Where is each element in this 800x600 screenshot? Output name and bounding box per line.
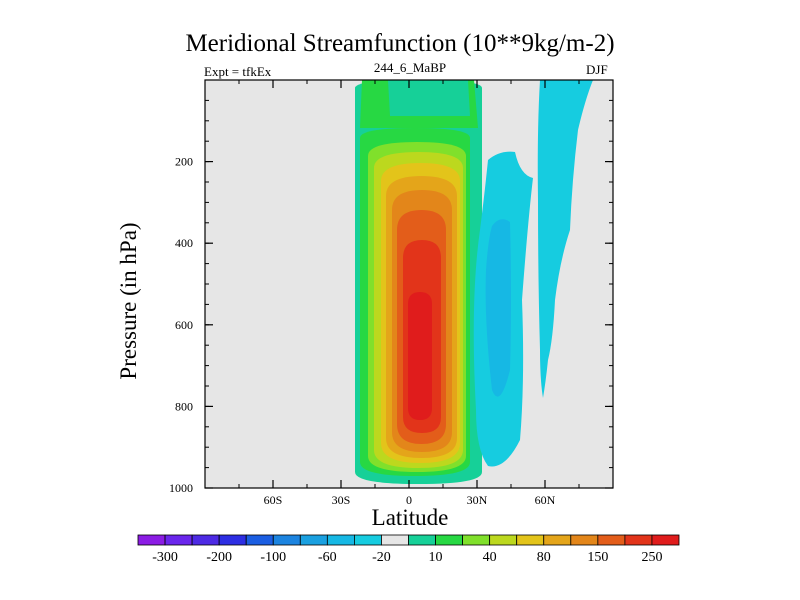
colorbar-swatch <box>272 534 301 546</box>
x-tick-label: 30S <box>332 493 351 507</box>
y-tick-label: 600 <box>175 318 193 332</box>
colorbar-swatch <box>299 534 328 546</box>
negative-contour-core-mid <box>485 219 511 397</box>
colorbar-swatch <box>137 534 166 546</box>
colorbar-label: -300 <box>152 550 178 565</box>
y-tick-label: 200 <box>175 155 193 169</box>
contour-fill <box>355 80 593 484</box>
colorbar-swatch <box>435 534 463 546</box>
colorbar-label: -60 <box>318 550 337 565</box>
season-label: DJF <box>586 62 608 77</box>
colorbar-swatch <box>462 534 491 546</box>
colorbar-swatch <box>164 534 193 546</box>
colorbar-label: -100 <box>260 550 286 565</box>
colorbar-label: 80 <box>537 550 551 565</box>
colorbar-swatch <box>489 534 518 546</box>
colorbar-label: -200 <box>206 550 232 565</box>
colorbar-swatch <box>218 534 247 546</box>
experiment-label: Expt = tfkEx <box>204 64 272 79</box>
colorbar-swatch <box>597 534 626 546</box>
x-tick-label: 30N <box>467 493 488 507</box>
colorbar-swatch <box>516 534 545 546</box>
x-axis-label: Latitude <box>371 505 449 530</box>
colorbar-swatch <box>353 534 382 546</box>
colorbar-swatch <box>326 534 355 546</box>
colorbar-label: 40 <box>483 550 497 565</box>
y-axis-label: Pressure (in hPa) <box>116 222 141 380</box>
x-axis-ticks: 60S 30S 0 30N 60N <box>204 80 614 507</box>
positive-contour-band-9 <box>408 292 432 420</box>
positive-contour-band-top-inner <box>388 80 470 116</box>
run-label: 244_6_MaBP <box>373 60 447 75</box>
x-tick-label: 60N <box>535 493 556 507</box>
colorbar-swatch <box>191 534 220 546</box>
y-tick-label: 400 <box>175 236 193 250</box>
colorbar-swatch <box>245 534 274 546</box>
colorbar-swatch <box>624 534 653 546</box>
colorbar-label: 150 <box>587 550 608 565</box>
colorbar-label: 10 <box>429 550 443 565</box>
x-tick-label: 60S <box>264 493 283 507</box>
chart-title: Meridional Streamfunction (10**9kg/m-2) <box>185 30 615 57</box>
y-tick-label: 1000 <box>169 481 193 495</box>
y-tick-label: 800 <box>175 399 193 413</box>
colorbar-swatch <box>408 534 436 546</box>
colorbar-swatch <box>570 534 599 546</box>
colorbar-swatch <box>381 534 409 546</box>
colorbar: -300 -200 -100 -60 -20 10 40 80 150 250 <box>137 534 680 565</box>
colorbar-label: 250 <box>641 550 662 565</box>
negative-contour-band-high <box>537 80 593 398</box>
y-axis-ticks: 200 400 600 800 1000 <box>169 99 613 495</box>
colorbar-label: -20 <box>372 550 391 565</box>
colorbar-swatch <box>651 534 680 546</box>
x-tick-label: 0 <box>406 493 412 507</box>
colorbar-swatch <box>543 534 572 546</box>
